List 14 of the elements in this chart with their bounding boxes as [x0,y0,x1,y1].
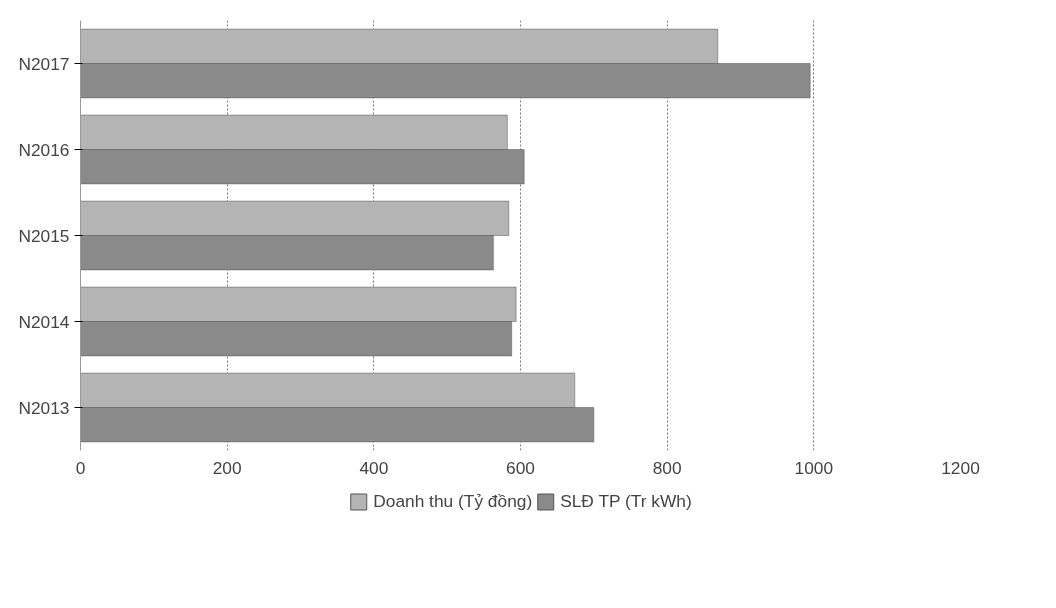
x-tick-label: 400 [359,457,389,478]
y-tick-label: N2015 [18,225,70,246]
x-tick-label: 200 [212,457,242,478]
x-tick-label: 800 [652,457,682,478]
x-tick-label: 1200 [941,457,980,478]
x-tick-label: 0 [75,457,86,478]
legend-label: Doanh thu (Tỷ đồng) [373,490,533,512]
y-tick-label: N2013 [18,397,70,418]
y-tick-label: N2017 [18,53,70,74]
x-tick-label: 600 [506,457,535,478]
x-tick-label: 1000 [794,457,834,478]
legend-label: SLĐ TP (Tr kWh) [560,490,692,512]
y-tick-label: N2016 [18,139,70,160]
y-tick-label: N2014 [18,311,70,332]
